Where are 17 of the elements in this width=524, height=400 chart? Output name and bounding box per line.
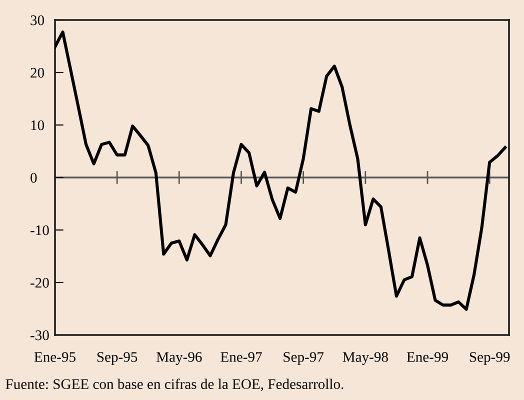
y-tick-label: 20 bbox=[30, 68, 44, 78]
x-tick-label: Sep-95 bbox=[97, 352, 138, 365]
y-tick-label: 10 bbox=[31, 120, 44, 130]
x-tick-label: May-96 bbox=[156, 352, 202, 365]
x-tick-label: Ene-99 bbox=[406, 352, 448, 362]
y-tick-label: 0 bbox=[30, 172, 37, 183]
y-tick-label: 30 bbox=[30, 15, 44, 26]
y-tick-label: -10 bbox=[30, 225, 49, 236]
source-note: Fuente: SGEE con base en cifras de la EOE, Fedesarrollo. bbox=[6, 378, 344, 392]
y-tick-label: -20 bbox=[30, 278, 49, 288]
x-tick-label: May-98 bbox=[342, 352, 388, 365]
x-tick-label: Ene-97 bbox=[220, 352, 262, 362]
x-tick-label: Sep-99 bbox=[470, 352, 510, 365]
x-tick-label: Sep-97 bbox=[284, 352, 324, 365]
x-tick-label: Ene-95 bbox=[34, 352, 76, 362]
line-series bbox=[55, 30, 507, 311]
y-tick-label: -30 bbox=[30, 330, 49, 340]
